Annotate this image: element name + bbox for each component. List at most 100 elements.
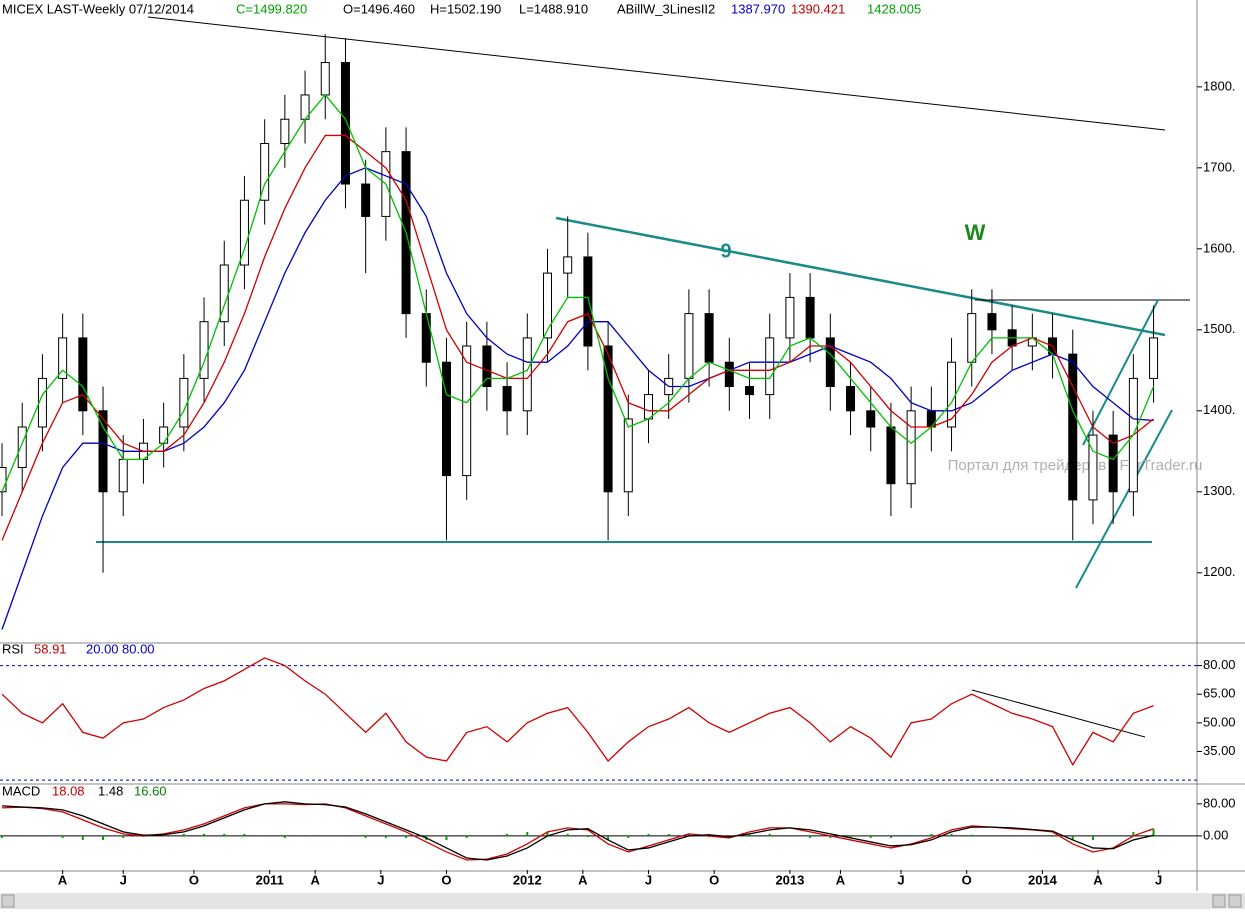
candle-body (746, 387, 754, 395)
candle-body (463, 346, 471, 476)
candle-body (18, 427, 26, 467)
candle-body (584, 257, 592, 346)
header-text: 80.00 (122, 641, 155, 656)
scrollbar[interactable] (0, 893, 1245, 909)
candle-body (705, 314, 713, 363)
candle-body (503, 387, 511, 411)
candle-body (685, 314, 693, 379)
y-tick-label: 35.00 (1203, 743, 1236, 758)
header-text: C=1499.820 (236, 1, 307, 16)
candle-body (160, 427, 168, 443)
y-tick-label: 80.00 (1203, 657, 1236, 672)
histogram-bar (526, 832, 528, 836)
candle-body (806, 297, 814, 337)
y-tick-label: 80.00 (1203, 795, 1236, 810)
histogram-bar (122, 836, 124, 838)
y-tick-label: 1300. (1203, 483, 1236, 498)
histogram-bar (324, 835, 326, 836)
candle-body (341, 63, 349, 184)
candle-body (968, 314, 976, 363)
histogram-bar (1052, 836, 1054, 837)
candle-body (887, 427, 895, 484)
histogram-bar (506, 834, 508, 836)
candle-body (1150, 338, 1158, 378)
histogram-bar (344, 836, 346, 837)
candle-body (624, 419, 632, 492)
header-text: H=1502.190 (430, 1, 501, 16)
scroll-right[interactable] (1213, 895, 1225, 907)
candle-body (564, 257, 572, 273)
candle-body (988, 314, 996, 330)
candle-body (119, 459, 127, 491)
x-tick-label: O (709, 872, 719, 887)
y-tick-label: 1800. (1203, 78, 1236, 93)
histogram-bar (910, 835, 912, 836)
histogram-bar (223, 834, 225, 836)
header-text: 16.60 (134, 783, 167, 798)
histogram-bar (385, 836, 387, 838)
candle-body (362, 184, 370, 216)
x-tick-label: O (962, 872, 972, 887)
histogram-bar (203, 834, 205, 836)
candle-body (483, 346, 491, 386)
x-tick-label: 2012 (513, 872, 542, 887)
header-text: 1.48 (98, 783, 123, 798)
candle-body (766, 338, 774, 395)
x-tick-label: A (836, 872, 846, 887)
histogram-bar (951, 834, 953, 836)
x-tick-label: J (377, 872, 384, 887)
candle-body (725, 362, 733, 386)
candle-body (1069, 354, 1077, 500)
histogram-bar (243, 834, 245, 836)
histogram-bar (445, 836, 447, 840)
y-tick-label: 1600. (1203, 240, 1236, 255)
y-tick-label: 1400. (1203, 402, 1236, 417)
histogram-bar (627, 836, 629, 838)
x-tick-label: 2011 (256, 872, 284, 887)
candle-body (847, 387, 855, 411)
histogram-bar (567, 834, 569, 836)
histogram-bar (405, 836, 407, 838)
histogram-bar (1, 836, 3, 838)
x-tick-label: O (441, 872, 451, 887)
histogram-bar (466, 836, 468, 838)
header-text: 18.08 (52, 783, 85, 798)
header-text: 58.91 (34, 641, 67, 656)
histogram-bar (304, 836, 306, 837)
histogram-bar (41, 836, 43, 837)
header-text: ABillW_3LinesII2 (617, 1, 715, 16)
candle-body (543, 273, 551, 338)
wave-label: W (965, 220, 986, 245)
candle-body (422, 314, 430, 363)
header-text: 1390.421 (791, 1, 845, 16)
header-text: RSI (2, 641, 24, 656)
candle-body (907, 411, 915, 484)
histogram-bar (870, 836, 872, 838)
candle-body (321, 63, 329, 95)
histogram-bar (1092, 836, 1094, 840)
scroll-left[interactable] (2, 895, 14, 907)
y-tick-label: 1200. (1203, 564, 1236, 579)
header-text: 1428.005 (867, 1, 921, 16)
x-tick-label: 2014 (1028, 872, 1058, 887)
x-tick-label: J (645, 872, 652, 887)
y-tick-label: 65.00 (1203, 686, 1236, 701)
y-tick-label: 0.00 (1203, 827, 1228, 842)
header-text: MACD (2, 783, 40, 798)
y-tick-label: 1700. (1203, 159, 1236, 174)
histogram-bar (1112, 835, 1114, 836)
scroll-end[interactable] (1229, 895, 1241, 907)
histogram-bar (62, 836, 64, 838)
candle-body (79, 338, 87, 411)
x-tick-label: J (1155, 872, 1162, 887)
x-tick-label: A (310, 872, 320, 887)
x-tick-label: A (578, 872, 588, 887)
candle-body (645, 395, 653, 419)
x-tick-label: A (1093, 872, 1103, 887)
histogram-bar (82, 836, 84, 840)
candle-body (281, 119, 289, 143)
y-tick-label: 50.00 (1203, 714, 1236, 729)
histogram-bar (365, 836, 367, 838)
